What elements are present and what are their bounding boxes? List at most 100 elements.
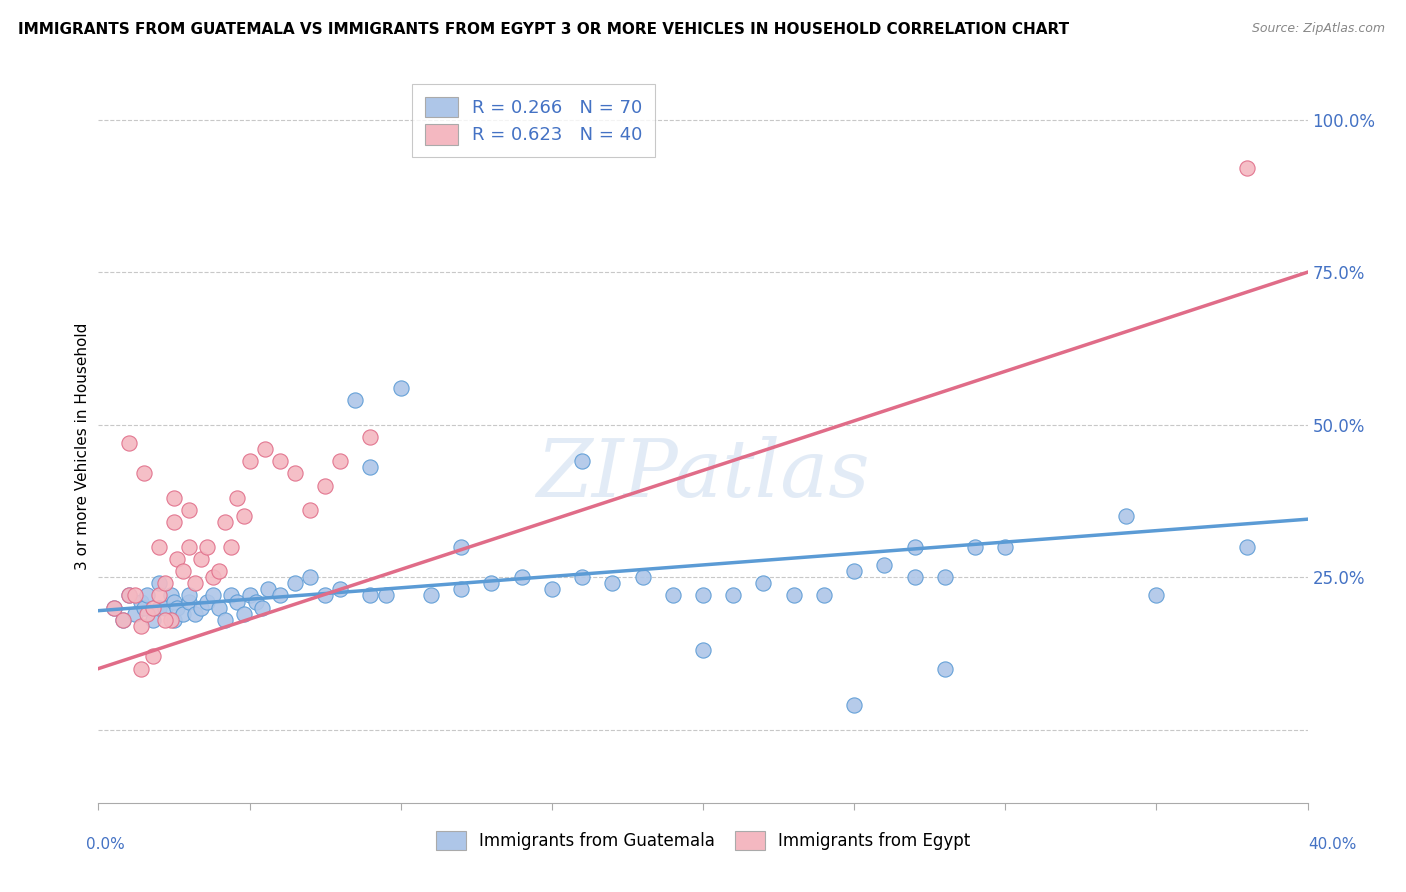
- Point: [129, 594, 152, 608]
- Y-axis label: 3 or more Vehicles in Household: 3 or more Vehicles in Household: [75, 322, 90, 570]
- Point: [148, 540, 170, 554]
- Text: 40.0%: 40.0%: [1309, 838, 1357, 852]
- Point: [934, 662, 956, 676]
- Point: [256, 582, 278, 597]
- Point: [752, 576, 775, 591]
- Point: [692, 643, 714, 657]
- Point: [284, 576, 307, 591]
- Point: [1144, 589, 1167, 603]
- Point: [602, 576, 624, 591]
- Point: [269, 589, 291, 603]
- Point: [934, 570, 956, 584]
- Point: [723, 589, 745, 603]
- Point: [208, 600, 231, 615]
- Point: [269, 454, 291, 468]
- Point: [571, 454, 593, 468]
- Point: [166, 600, 188, 615]
- Point: [166, 551, 188, 566]
- Point: [172, 564, 194, 578]
- Point: [103, 600, 125, 615]
- Text: IMMIGRANTS FROM GUATEMALA VS IMMIGRANTS FROM EGYPT 3 OR MORE VEHICLES IN HOUSEHO: IMMIGRANTS FROM GUATEMALA VS IMMIGRANTS …: [18, 22, 1070, 37]
- Point: [153, 600, 176, 615]
- Point: [783, 589, 806, 603]
- Point: [374, 589, 396, 603]
- Point: [118, 589, 141, 603]
- Point: [994, 540, 1017, 554]
- Point: [132, 600, 155, 615]
- Point: [160, 589, 183, 603]
- Point: [299, 570, 322, 584]
- Point: [692, 589, 714, 603]
- Point: [214, 613, 236, 627]
- Point: [253, 442, 276, 456]
- Point: [153, 613, 176, 627]
- Point: [124, 607, 146, 621]
- Point: [103, 600, 125, 615]
- Point: [221, 589, 243, 603]
- Point: [873, 558, 896, 572]
- Point: [111, 613, 134, 627]
- Point: [232, 607, 254, 621]
- Legend: Immigrants from Guatemala, Immigrants from Egypt: Immigrants from Guatemala, Immigrants fr…: [427, 822, 979, 859]
- Point: [221, 540, 243, 554]
- Point: [208, 564, 231, 578]
- Point: [111, 613, 134, 627]
- Text: 0.0%: 0.0%: [86, 838, 125, 852]
- Point: [450, 540, 472, 554]
- Point: [148, 600, 170, 615]
- Point: [239, 454, 262, 468]
- Point: [314, 589, 336, 603]
- Point: [172, 607, 194, 621]
- Point: [190, 600, 212, 615]
- Point: [142, 649, 165, 664]
- Point: [214, 515, 236, 529]
- Point: [329, 454, 352, 468]
- Point: [284, 467, 307, 481]
- Point: [135, 607, 157, 621]
- Point: [631, 570, 654, 584]
- Point: [129, 662, 152, 676]
- Point: [232, 509, 254, 524]
- Text: Source: ZipAtlas.com: Source: ZipAtlas.com: [1251, 22, 1385, 36]
- Point: [184, 607, 207, 621]
- Point: [163, 613, 186, 627]
- Point: [250, 600, 273, 615]
- Point: [314, 478, 336, 492]
- Point: [813, 589, 835, 603]
- Point: [160, 613, 183, 627]
- Point: [1115, 509, 1137, 524]
- Point: [965, 540, 987, 554]
- Point: [904, 570, 927, 584]
- Point: [420, 589, 443, 603]
- Point: [195, 540, 218, 554]
- Point: [344, 393, 367, 408]
- Point: [202, 570, 225, 584]
- Point: [1236, 161, 1258, 176]
- Point: [153, 576, 176, 591]
- Point: [124, 589, 146, 603]
- Point: [163, 491, 186, 505]
- Point: [118, 436, 141, 450]
- Point: [142, 600, 165, 615]
- Point: [360, 460, 382, 475]
- Point: [129, 619, 152, 633]
- Point: [571, 570, 593, 584]
- Point: [148, 576, 170, 591]
- Point: [179, 503, 201, 517]
- Point: [226, 594, 249, 608]
- Point: [299, 503, 322, 517]
- Point: [245, 594, 267, 608]
- Point: [148, 589, 170, 603]
- Point: [481, 576, 503, 591]
- Point: [844, 698, 866, 713]
- Point: [1236, 540, 1258, 554]
- Point: [329, 582, 352, 597]
- Point: [510, 570, 533, 584]
- Point: [844, 564, 866, 578]
- Point: [179, 594, 201, 608]
- Point: [360, 589, 382, 603]
- Point: [132, 467, 155, 481]
- Point: [195, 594, 218, 608]
- Point: [540, 582, 562, 597]
- Point: [142, 613, 165, 627]
